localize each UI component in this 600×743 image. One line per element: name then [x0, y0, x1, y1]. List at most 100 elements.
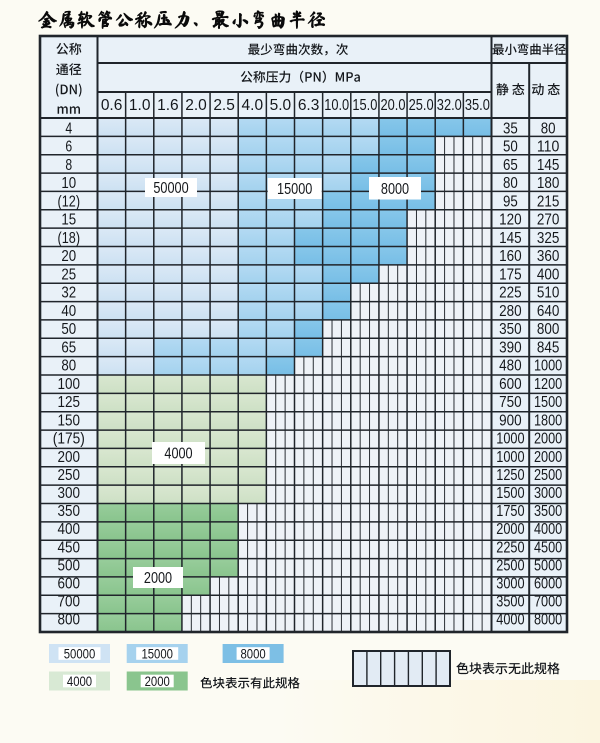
- svg-text:300: 300: [58, 485, 81, 502]
- svg-text:80: 80: [61, 358, 76, 375]
- svg-text:1250: 1250: [496, 467, 525, 484]
- svg-text:280: 280: [499, 303, 522, 320]
- svg-text:(12): (12): [58, 193, 81, 210]
- svg-text:750: 750: [499, 394, 522, 411]
- svg-text:4500: 4500: [534, 539, 563, 556]
- svg-text:350: 350: [58, 503, 81, 520]
- svg-text:10.0: 10.0: [324, 97, 349, 114]
- svg-text:1000: 1000: [496, 449, 525, 466]
- svg-text:4000: 4000: [496, 612, 525, 629]
- svg-text:6.3: 6.3: [298, 97, 320, 114]
- svg-text:480: 480: [499, 358, 522, 375]
- svg-text:145: 145: [537, 157, 560, 174]
- svg-text:32: 32: [61, 285, 76, 302]
- svg-text:(175): (175): [53, 431, 85, 448]
- svg-text:350: 350: [499, 321, 522, 338]
- svg-text:400: 400: [58, 521, 81, 538]
- svg-text:80: 80: [541, 120, 556, 137]
- svg-text:1500: 1500: [496, 485, 525, 502]
- svg-text:65: 65: [503, 157, 518, 174]
- svg-text:900: 900: [499, 412, 522, 429]
- svg-text:8000: 8000: [241, 647, 266, 663]
- svg-text:50: 50: [503, 139, 518, 156]
- svg-text:510: 510: [537, 285, 560, 302]
- svg-text:110: 110: [537, 139, 560, 156]
- svg-text:80: 80: [503, 175, 518, 192]
- svg-text:8000: 8000: [534, 612, 563, 629]
- svg-text:600: 600: [499, 376, 522, 393]
- svg-text:4.0: 4.0: [242, 97, 264, 114]
- svg-text:360: 360: [537, 248, 560, 265]
- svg-text:145: 145: [499, 230, 522, 247]
- svg-text:1800: 1800: [534, 412, 563, 429]
- svg-text:15: 15: [61, 212, 76, 229]
- svg-text:15000: 15000: [277, 181, 312, 198]
- svg-text:2500: 2500: [496, 557, 525, 574]
- svg-text:125: 125: [58, 394, 81, 411]
- svg-text:390: 390: [499, 339, 522, 356]
- svg-text:200: 200: [58, 449, 81, 466]
- svg-text:40: 40: [61, 303, 76, 320]
- svg-text:500: 500: [58, 557, 81, 574]
- svg-text:7000: 7000: [534, 594, 563, 611]
- svg-text:6: 6: [65, 139, 72, 156]
- svg-text:35.0: 35.0: [465, 97, 490, 114]
- svg-text:180: 180: [537, 175, 560, 192]
- svg-text:4000: 4000: [164, 446, 192, 463]
- svg-text:150: 150: [58, 412, 81, 429]
- svg-text:1500: 1500: [534, 394, 563, 411]
- svg-text:270: 270: [537, 212, 560, 229]
- svg-text:2000: 2000: [144, 570, 172, 587]
- svg-text:225: 225: [499, 285, 522, 302]
- svg-text:8: 8: [65, 157, 72, 174]
- svg-text:2000: 2000: [534, 449, 563, 466]
- svg-text:15.0: 15.0: [352, 97, 377, 114]
- svg-text:800: 800: [537, 321, 560, 338]
- svg-text:50000: 50000: [64, 647, 96, 663]
- svg-text:15000: 15000: [141, 647, 173, 663]
- svg-text:2500: 2500: [534, 467, 563, 484]
- svg-text:1.0: 1.0: [129, 97, 151, 114]
- svg-text:4: 4: [65, 120, 72, 137]
- svg-text:35: 35: [503, 120, 518, 137]
- svg-text:8000: 8000: [381, 181, 409, 198]
- svg-text:700: 700: [58, 594, 81, 611]
- svg-text:1000: 1000: [496, 431, 525, 448]
- svg-text:3000: 3000: [534, 485, 563, 502]
- svg-text:1750: 1750: [496, 503, 525, 520]
- svg-text:50000: 50000: [153, 180, 188, 197]
- svg-text:2000: 2000: [145, 674, 170, 690]
- svg-text:3500: 3500: [496, 594, 525, 611]
- svg-text:2.5: 2.5: [213, 97, 235, 114]
- svg-text:120: 120: [499, 212, 522, 229]
- svg-text:20: 20: [61, 248, 76, 265]
- svg-text:100: 100: [58, 376, 81, 393]
- svg-text:800: 800: [58, 612, 81, 629]
- svg-text:65: 65: [61, 339, 76, 356]
- svg-text:450: 450: [58, 539, 81, 556]
- svg-text:2.0: 2.0: [185, 97, 207, 114]
- svg-text:25.0: 25.0: [409, 97, 434, 114]
- svg-text:3500: 3500: [534, 503, 563, 520]
- svg-text:215: 215: [537, 193, 560, 210]
- svg-text:1000: 1000: [534, 358, 563, 375]
- svg-text:4000: 4000: [67, 674, 92, 690]
- svg-text:160: 160: [499, 248, 522, 265]
- svg-text:95: 95: [503, 193, 518, 210]
- svg-text:600: 600: [58, 576, 81, 593]
- svg-text:5.0: 5.0: [270, 97, 292, 114]
- svg-text:325: 325: [537, 230, 560, 247]
- svg-text:845: 845: [537, 339, 560, 356]
- svg-text:175: 175: [499, 266, 522, 283]
- svg-text:2250: 2250: [496, 539, 525, 556]
- svg-text:(18): (18): [58, 230, 81, 247]
- svg-text:400: 400: [537, 266, 560, 283]
- svg-text:6000: 6000: [534, 576, 563, 593]
- svg-text:10: 10: [61, 175, 76, 192]
- svg-text:0.6: 0.6: [101, 97, 123, 114]
- svg-text:1200: 1200: [534, 376, 563, 393]
- svg-text:32.0: 32.0: [437, 97, 462, 114]
- svg-text:25: 25: [61, 266, 76, 283]
- svg-text:3000: 3000: [496, 576, 525, 593]
- svg-text:250: 250: [58, 467, 81, 484]
